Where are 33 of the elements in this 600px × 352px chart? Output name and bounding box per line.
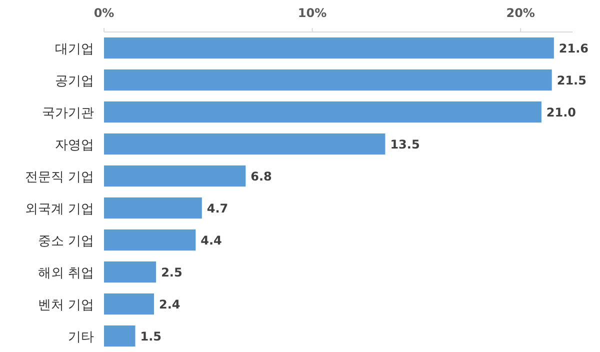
data-label: 4.7 — [206, 202, 228, 216]
data-label: 21.5 — [556, 74, 586, 88]
x-tick-label: 10% — [298, 6, 327, 20]
bar — [104, 261, 156, 283]
x-tick-label: 20% — [506, 6, 535, 20]
y-tick-label: 자영업 — [55, 138, 94, 153]
bar — [104, 325, 136, 347]
bar — [104, 229, 196, 251]
data-label: 13.5 — [390, 138, 420, 152]
data-label: 6.8 — [250, 170, 272, 184]
data-label: 2.4 — [158, 298, 180, 312]
bar — [104, 165, 246, 187]
bar — [104, 133, 386, 155]
y-tick-label: 대기업 — [55, 42, 94, 57]
y-tick-label: 공기업 — [55, 74, 94, 89]
y-tick-label: 중소 기업 — [38, 234, 94, 249]
y-tick-label: 벤처 기업 — [38, 298, 94, 313]
bar — [104, 293, 154, 315]
y-tick-label: 전문직 기업 — [24, 170, 94, 185]
data-label: 21.0 — [546, 106, 576, 120]
bar — [104, 101, 542, 123]
data-label: 2.5 — [161, 266, 182, 280]
y-tick-label: 해외 취업 — [38, 266, 94, 281]
data-label: 21.6 — [558, 42, 589, 56]
bar — [104, 37, 554, 59]
bar — [104, 197, 202, 219]
y-tick-label: 기타 — [68, 330, 94, 345]
data-label: 1.5 — [140, 330, 162, 344]
data-label: 4.4 — [200, 234, 222, 248]
bar — [104, 69, 552, 91]
x-tick-label: 0% — [94, 6, 114, 20]
y-tick-label: 국가기관 — [42, 106, 94, 121]
y-tick-label: 외국계 기업 — [24, 202, 94, 217]
